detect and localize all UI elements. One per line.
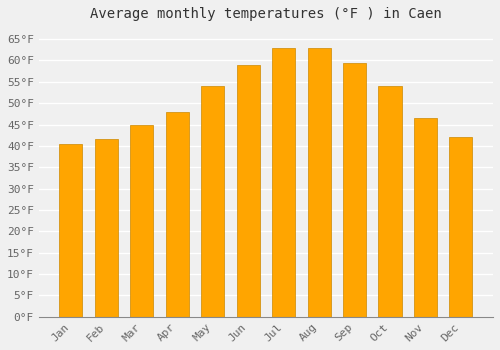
Bar: [414, 118, 437, 317]
Bar: [236, 65, 260, 317]
Bar: [272, 48, 295, 317]
Bar: [166, 112, 189, 317]
Bar: [201, 86, 224, 317]
Bar: [343, 63, 366, 317]
Bar: [60, 144, 82, 317]
Bar: [95, 140, 118, 317]
Bar: [450, 137, 472, 317]
Bar: [130, 125, 154, 317]
Bar: [378, 86, 402, 317]
Bar: [308, 48, 330, 317]
Title: Average monthly temperatures (°F ) in Caen: Average monthly temperatures (°F ) in Ca…: [90, 7, 442, 21]
